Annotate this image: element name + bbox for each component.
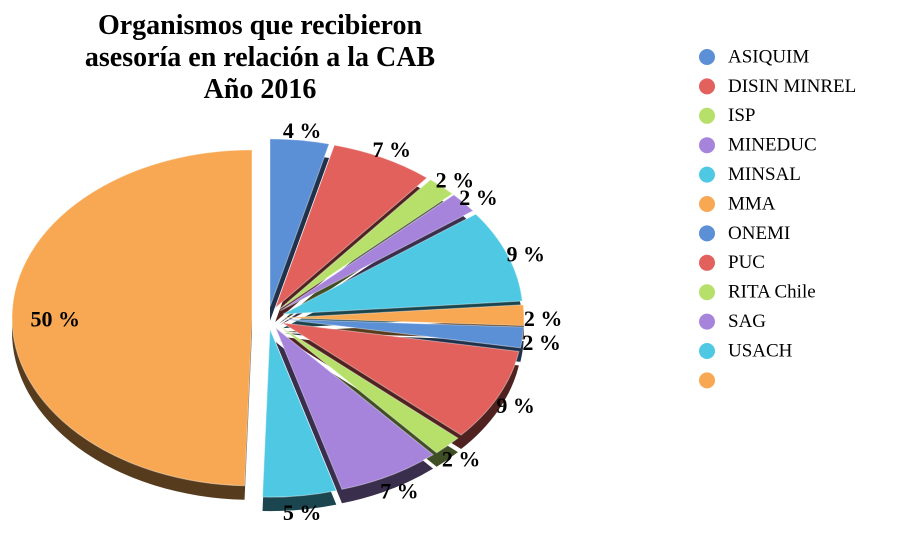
legend-label: PUC (728, 252, 765, 273)
data-label: 7 % (380, 478, 419, 503)
slice (269, 138, 330, 308)
slice (282, 322, 520, 436)
slice (275, 327, 434, 490)
legend-label: ISP (728, 105, 755, 126)
chart-title-block: Organismos que recibieron asesoría en re… (60, 10, 460, 106)
data-label: 50 % (30, 307, 80, 332)
legend-marker (699, 107, 715, 124)
legend-label: RITA Chile (728, 282, 816, 303)
legend-marker (699, 137, 715, 154)
legend-marker (699, 49, 715, 65)
chart-subtitle: Año 2016 (203, 74, 317, 105)
legend-label: ONEMI (728, 223, 790, 244)
slice (278, 178, 454, 311)
legend-marker (699, 78, 715, 95)
slice (283, 304, 525, 327)
chart-title: Organismos que recibieron asesoría en re… (84, 10, 436, 73)
slice (283, 318, 525, 349)
legend-label: MINEDUC (728, 135, 817, 156)
data-label: 2 % (459, 185, 498, 210)
legend-label: USACH (728, 340, 793, 361)
legend-label: MINSAL (728, 164, 801, 185)
legend-marker (699, 313, 715, 330)
data-label: 9 % (507, 242, 546, 267)
slice (261, 328, 337, 498)
data-label: 4 % (283, 118, 322, 143)
data-label: 2 % (524, 306, 563, 331)
slice (11, 149, 253, 487)
data-label: 7 % (373, 137, 412, 162)
slice (279, 194, 474, 312)
legend-label: ASIQUIM (728, 46, 809, 67)
legend-label: SAG (728, 311, 766, 332)
legend-marker (699, 166, 715, 183)
legend-marker (699, 372, 715, 389)
slice (282, 213, 523, 315)
slice (274, 144, 428, 310)
legend-label: DISIN MINREL (728, 76, 856, 97)
data-label: 9 % (496, 393, 535, 418)
legend-marker (699, 196, 715, 212)
legend-marker (699, 343, 715, 359)
data-label: 2 % (436, 168, 475, 193)
data-label: 2 % (442, 446, 481, 471)
legend-marker (699, 284, 715, 301)
legend-label: MMA (728, 193, 776, 214)
legend-marker (699, 225, 715, 242)
slice (278, 325, 459, 454)
data-label: 2 % (522, 330, 561, 355)
data-label: 5 % (283, 500, 322, 525)
legend-marker (699, 254, 715, 271)
